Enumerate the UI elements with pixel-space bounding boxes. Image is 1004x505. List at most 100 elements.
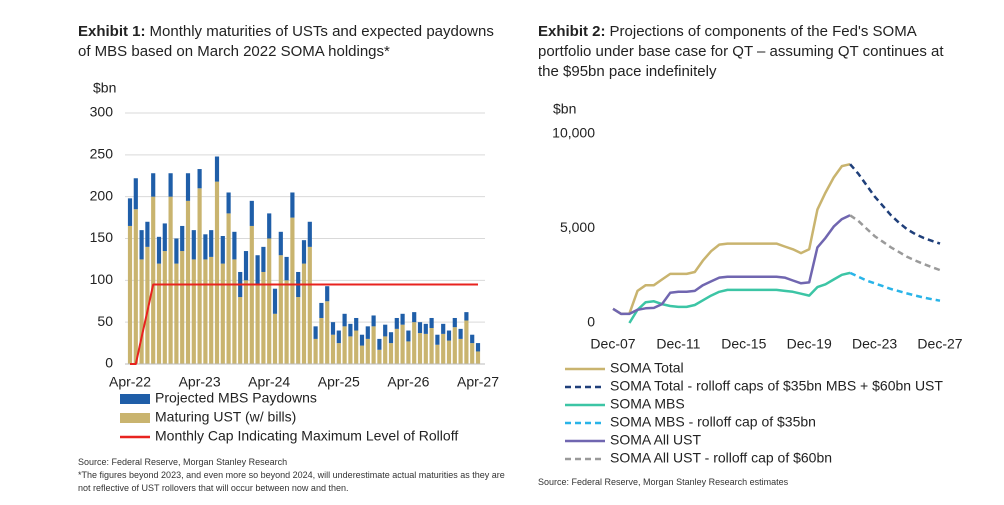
bar-segment [417,322,423,334]
bar-segment [197,169,202,189]
y-tick-label: 10,000 [552,125,595,141]
bar-segment [342,326,347,364]
x-tick-label: Apr-27 [457,374,499,390]
bar-segment [185,200,191,364]
series-line [130,283,478,365]
bar-segment [139,230,144,260]
bar-segment [458,338,463,364]
bar-segment [174,238,179,264]
bar-segment [290,192,295,218]
chart-2-heading: Exhibit 2: Projections of components of t… [538,22,968,82]
y-tick-label: 50 [97,313,113,329]
legend-label: SOMA Total [610,360,684,376]
bar-segment [243,251,249,281]
bar-segment [441,333,446,364]
bar-segment [249,200,254,226]
y-tick-label: 250 [90,146,114,162]
bar-segment [232,259,237,364]
x-tick-label: Apr-23 [179,374,221,390]
bar-segment [365,338,370,364]
bar-segment [330,322,336,335]
x-tick-label: Apr-24 [248,374,290,390]
y-tick-label: 0 [587,314,595,330]
bar-segment [354,317,359,331]
bar-segment [284,280,289,364]
series-line [612,214,851,316]
bar-segment [464,320,469,364]
bar-segment [406,330,411,342]
bar-segment [145,221,150,247]
bar-segment [446,330,452,341]
bar-segment [475,343,481,352]
bar-segment [417,333,423,364]
bar-segment [151,196,156,364]
bar-segment [319,302,324,318]
chart-1-heading: Exhibit 1: Monthly maturities of USTs and… [78,22,508,62]
bar-segment [180,225,185,252]
bar-segment [400,324,405,364]
exhibit-label: Exhibit 1: [78,23,146,40]
bar-segment [249,225,254,364]
bar-segment [267,238,272,364]
series-line [628,271,851,324]
bar-segment [458,328,463,339]
bar-segment [377,349,382,364]
bar-segment [255,284,260,364]
bar-segment [371,326,376,364]
bar-segment [429,317,434,329]
exhibit-label: Exhibit 2: [538,23,606,40]
bar-segment [371,315,376,327]
bar-segment [185,173,191,201]
bar-segment [307,246,312,364]
bar-segment [348,323,353,337]
series-line [849,163,941,245]
bar-segment [214,156,220,182]
bar-segment [359,345,365,364]
bar-segment [394,317,399,329]
legend-label: SOMA MBS [610,396,685,412]
bar-segment [394,328,399,364]
bar-segment [191,230,196,260]
bar-segment [203,259,208,364]
chart-1-notes: Source: Federal Reserve, Morgan Stanley … [78,456,508,495]
bar-segment [255,255,260,285]
bar-segment [435,344,440,364]
bar-segment [174,263,179,364]
legend-swatch [120,394,150,404]
bar-segment [301,240,307,264]
legend-label: Monthly Cap Indicating Maximum Level of … [155,428,458,444]
bar-segment [365,326,370,339]
bar-segment [162,223,167,252]
bar-segment [278,255,283,364]
bar-segment [388,343,394,364]
source: Source: Federal Reserve, Morgan Stanley … [78,457,288,467]
y-tick-label: 0 [105,355,113,371]
series-line [849,271,941,302]
bar-segment [470,343,475,364]
bar-segment [354,330,359,364]
bar-segment [452,327,457,364]
bar-segment [342,313,347,327]
series-line [849,214,941,272]
x-tick-label: Apr-25 [318,374,360,390]
bar-segment [383,336,388,364]
x-tick-label: Dec-07 [590,336,635,352]
bar-segment [429,328,434,364]
bar-segment [290,217,295,364]
bar-segment [272,313,278,364]
bar-segment [261,271,266,364]
legend-label: SOMA MBS - rolloff cap of $35bn [610,414,816,430]
footnote: *The figures beyond 2023, and even more … [78,470,505,493]
bar-segment [475,351,481,364]
bar-segment [220,235,225,264]
bar-segment [162,251,167,364]
bar-segment [383,324,388,337]
bar-segment [446,340,452,364]
bar-segment [151,173,156,197]
x-tick-label: Apr-22 [109,374,151,390]
source: Source: Federal Reserve, Morgan Stanley … [538,477,789,487]
bar-segment [278,231,283,256]
y-tick-label: 200 [90,187,114,203]
bar-segment [348,336,353,364]
